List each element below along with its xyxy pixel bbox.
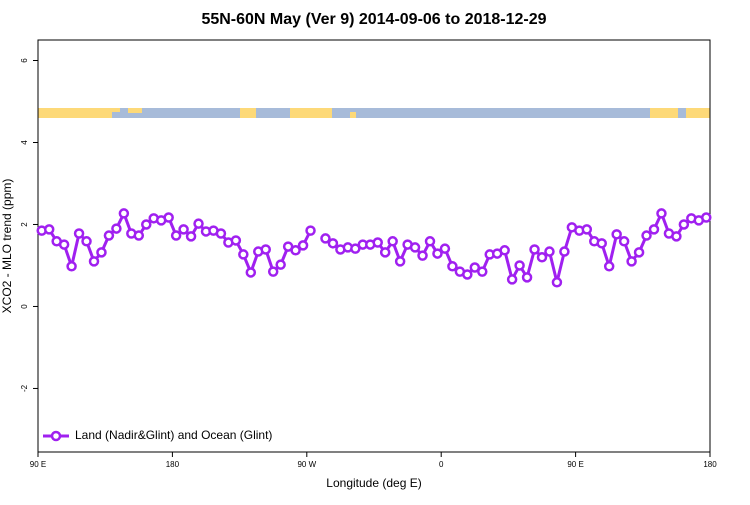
data-point (551, 277, 563, 288)
data-point (58, 239, 70, 250)
land-ocean-strip (38, 108, 710, 118)
data-point (275, 259, 286, 270)
data-point (559, 246, 570, 257)
y-axis-label: XCO2 - MLO trend (ppm) (0, 179, 14, 314)
x-tick-label: 180 (166, 460, 180, 469)
data-point (506, 274, 518, 285)
data-point (462, 269, 473, 280)
data-point (372, 237, 383, 248)
data-point (103, 230, 115, 241)
data-point (73, 228, 85, 239)
data-point (626, 256, 637, 267)
data-point (238, 249, 249, 260)
legend-marker (50, 430, 62, 442)
data-point (327, 238, 339, 249)
plot-frame (37, 39, 711, 453)
data-point (260, 244, 271, 255)
data-point (267, 266, 279, 277)
data-point (133, 230, 145, 241)
data-point (305, 225, 316, 236)
data-point (111, 223, 122, 234)
data-point (611, 229, 622, 240)
data-point (320, 233, 331, 244)
data-point (544, 246, 555, 257)
data-point (618, 236, 630, 247)
y-tick-label: 0 (20, 304, 29, 309)
legend-label: Land (Nadir&Glint) and Ocean (Glint) (75, 428, 272, 442)
data-point (141, 219, 152, 230)
data-point (43, 224, 55, 235)
data-point (499, 245, 510, 256)
data-point (66, 261, 77, 272)
data-point (678, 219, 690, 230)
data-point (170, 230, 182, 241)
y-tick-label: 6 (20, 58, 29, 63)
data-point (297, 240, 309, 251)
data-point (163, 212, 174, 223)
data-point (529, 244, 540, 255)
data-point (432, 248, 443, 259)
data-point (88, 256, 100, 267)
y-tick-label: -2 (20, 384, 29, 392)
x-tick-label: 180 (703, 460, 717, 469)
data-point (394, 256, 406, 267)
data-point (581, 224, 593, 235)
data-point (656, 208, 667, 219)
data-point (417, 250, 428, 261)
data-point (648, 224, 660, 235)
data-point (215, 228, 227, 239)
x-tick-label: 90 E (567, 460, 583, 469)
data-point (671, 231, 682, 242)
x-axis-label: Longitude (deg E) (326, 476, 421, 490)
y-tick-label: 2 (20, 222, 29, 227)
data-point (193, 218, 204, 229)
chart-title: 55N-60N May (Ver 9) 2014-09-06 to 2018-1… (201, 11, 546, 28)
data-point (469, 262, 481, 273)
data-point (350, 243, 361, 254)
data-point (536, 252, 548, 263)
x-tick-label: 0 (439, 460, 444, 469)
data-point (290, 245, 301, 256)
data-point (603, 261, 615, 272)
data-point (447, 261, 458, 272)
data-point (96, 247, 107, 258)
data-point (387, 236, 398, 247)
data-point (230, 235, 242, 246)
x-tick-label: 90 E (30, 460, 46, 469)
x-tick-label: 90 W (297, 460, 316, 469)
data-point (633, 247, 645, 258)
data-point (439, 243, 451, 254)
data-point (81, 236, 92, 247)
data-point (521, 272, 533, 283)
data-point (514, 260, 525, 271)
data-point (477, 266, 488, 277)
data-point (409, 242, 421, 253)
data-point (185, 231, 197, 242)
data-point (118, 208, 130, 219)
data-point (178, 224, 189, 235)
data-point (424, 236, 436, 247)
data-point (379, 247, 391, 258)
data-point (701, 212, 712, 223)
data-point (596, 238, 607, 249)
data-point (641, 230, 652, 241)
data-point (245, 267, 257, 278)
y-tick-label: 4 (20, 140, 29, 145)
